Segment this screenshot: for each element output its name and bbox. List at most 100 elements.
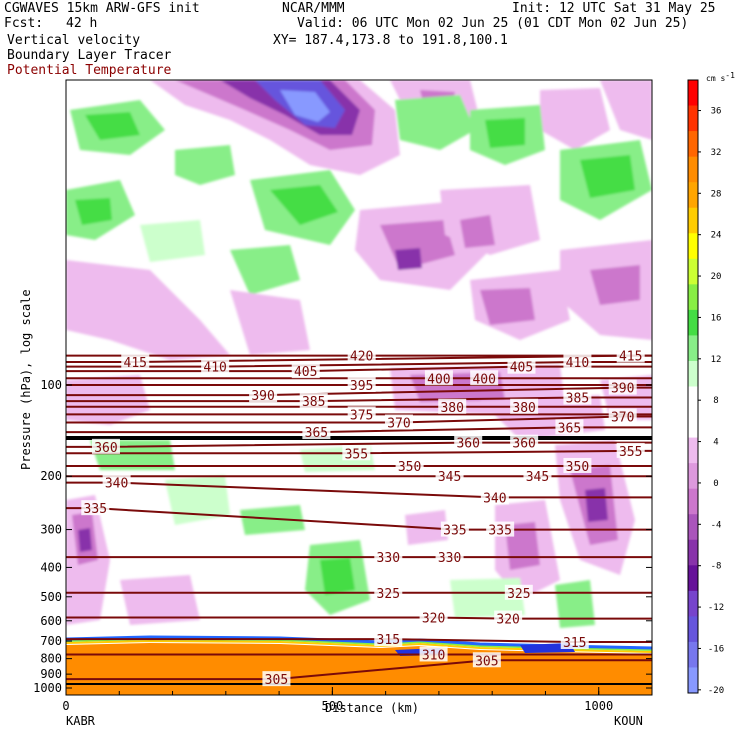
- field-vertical-velocity: Vertical velocity: [7, 33, 141, 48]
- colorbar-label: -8: [711, 562, 722, 572]
- model-title: CGWAVES 15km ARW-GFS init: [4, 1, 200, 16]
- theta-label-bg: [470, 370, 499, 386]
- colorbar-label: 20: [711, 272, 722, 282]
- theta-label: 375: [350, 408, 373, 423]
- colorbar-swatch: [688, 233, 698, 260]
- theta-label-bg: [510, 434, 539, 450]
- theta-label-bg: [486, 521, 515, 537]
- field-potential-temperature: Potential Temperature: [7, 63, 172, 78]
- theta-label: 400: [472, 372, 495, 387]
- theta-label: 305: [475, 654, 498, 669]
- y-tick-label: 700: [40, 634, 62, 648]
- theta-label-bg: [249, 387, 278, 403]
- theta-label-bg: [563, 457, 592, 473]
- theta-label: 350: [398, 460, 421, 475]
- forecast-hour: 42 h: [66, 16, 98, 31]
- y-tick-label: 800: [40, 652, 62, 666]
- theta-label: 385: [566, 392, 589, 407]
- x-tick-label: 500: [322, 699, 344, 713]
- y-tick-label: 400: [40, 560, 62, 574]
- colorbar-swatch: [688, 309, 698, 336]
- colorbar-swatch: [688, 641, 698, 668]
- right-station: KOUN: [614, 714, 643, 728]
- theta-label: 360: [512, 437, 535, 452]
- theta-label-bg: [440, 521, 469, 537]
- theta-label-bg: [342, 445, 371, 461]
- init-time: Init: 12 UTC Sat 31 May 25: [512, 1, 716, 16]
- y-tick-label: 100: [40, 378, 62, 392]
- theta-label-bg: [438, 398, 467, 414]
- theta-contour-labels: 415 410 420 405 410 415 405 400 400 395 390 385 390 3…: [81, 347, 645, 688]
- colorbar-unit: cm s-1: [706, 71, 735, 83]
- theta-label-bg: [102, 474, 131, 490]
- cross-section-endpoints: XY= 187.4,173.8 to 191.8,100.1: [273, 33, 508, 48]
- theta-label-bg: [121, 354, 150, 370]
- y-tick-label: 200: [40, 469, 62, 483]
- theta-label-bg: [299, 393, 328, 409]
- theta-label-bg: [91, 438, 120, 454]
- theta-label-bg: [81, 500, 110, 516]
- y-tick-label: 300: [40, 523, 62, 537]
- theta-label-bg: [435, 468, 464, 484]
- theta-contour-370: [66, 415, 652, 424]
- theta-label: 370: [611, 410, 634, 425]
- theta-label: 320: [496, 613, 519, 628]
- y-tick-label: 900: [40, 667, 62, 681]
- theta-label-bg: [560, 634, 589, 650]
- y-tick-label: 500: [40, 590, 62, 604]
- theta-label-bg: [616, 442, 645, 458]
- theta-label: 335: [443, 524, 466, 539]
- colorbar-label: 16: [711, 313, 722, 323]
- theta-label-bg: [347, 377, 376, 392]
- theta-label: 395: [350, 379, 373, 394]
- theta-label-bg: [435, 549, 464, 565]
- theta-label: 415: [124, 356, 147, 371]
- y-axis-title: Pressure (hPa), log scale: [19, 289, 33, 470]
- x-tick-label: 0: [62, 699, 69, 713]
- x-axis-title: Distance (km): [325, 701, 419, 715]
- theta-label: 320: [422, 611, 445, 626]
- theta-label-bg: [291, 363, 320, 379]
- y-tick-label: 600: [40, 614, 62, 628]
- theta-contour-390: [66, 386, 652, 397]
- colorbar-swatch: [688, 207, 698, 234]
- colorbar-swatch: [688, 565, 698, 592]
- colorbar-swatch: [688, 131, 698, 158]
- colorbar-label: -12: [708, 603, 724, 613]
- colorbar-swatch: [688, 335, 698, 362]
- theta-label-bg: [374, 631, 403, 647]
- theta-label: 315: [563, 636, 586, 651]
- theta-label: 405: [294, 365, 317, 380]
- colorbar-swatch: [688, 386, 698, 413]
- theta-label-bg: [510, 398, 539, 414]
- theta-label-bg: [384, 414, 413, 430]
- colorbar-swatch: [688, 667, 698, 694]
- valid-time: Valid: 06 UTC Mon 02 Jun 25 (01 CDT Mon …: [297, 16, 689, 31]
- theta-label: 330: [438, 551, 461, 566]
- theta-label: 365: [558, 421, 581, 436]
- theta-label: 310: [422, 648, 445, 663]
- theta-contour-320: [66, 616, 652, 620]
- colorbar-label: -4: [711, 520, 722, 530]
- colorbar-swatch: [688, 437, 698, 464]
- colorbar-label: 36: [711, 107, 722, 117]
- theta-label: 415: [619, 350, 642, 365]
- colorbar-swatch: [688, 284, 698, 311]
- theta-label: 385: [302, 395, 325, 410]
- colorbar-swatch: [688, 488, 698, 515]
- theta-label: 325: [377, 587, 400, 602]
- theta-label: 420: [350, 350, 373, 365]
- theta-label-bg: [419, 609, 448, 625]
- colorbar-swatch: [688, 616, 698, 643]
- theta-label-bg: [347, 347, 376, 363]
- colorbar-label: 0: [713, 479, 718, 489]
- theta-label-bg: [424, 370, 453, 386]
- theta-label: 340: [483, 491, 506, 506]
- theta-label: 360: [456, 437, 479, 452]
- theta-label-bg: [480, 489, 509, 505]
- theta-label: 305: [265, 673, 288, 688]
- theta-label: 370: [387, 417, 410, 432]
- x-tick-label: 1000: [584, 699, 613, 713]
- theta-label-bg: [616, 347, 645, 363]
- theta-label: 345: [526, 470, 549, 485]
